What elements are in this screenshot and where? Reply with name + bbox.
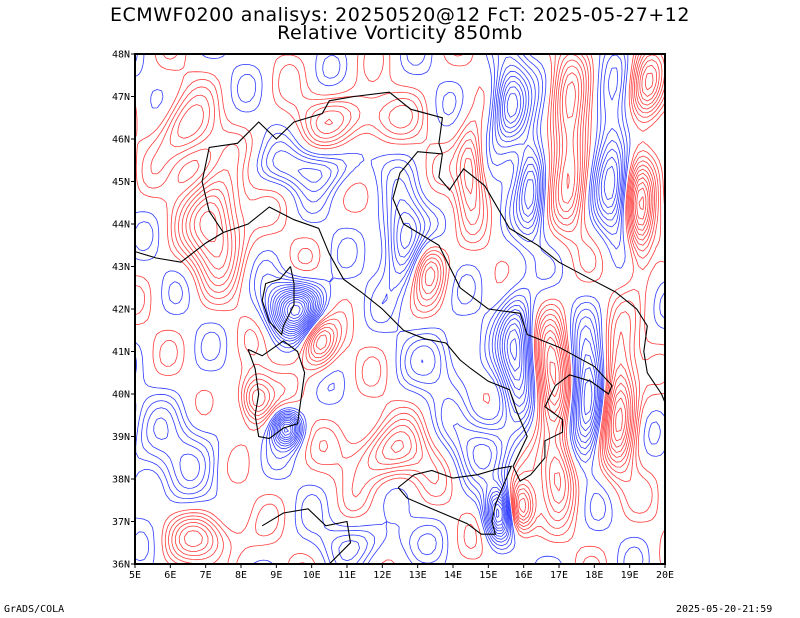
negative-vorticity-contour [284,299,306,322]
lon-tick-label: 17E [550,570,568,581]
lon-tick-label: 7E [200,570,212,581]
negative-vorticity-contour [274,81,616,532]
negative-vorticity-contour [135,54,665,564]
negative-vorticity-contour [282,297,500,518]
lat-tick-label: 48N [112,50,130,61]
lat-tick-label: 45N [112,177,130,188]
sardinia-coastline [247,340,306,440]
lon-tick-label: 15E [479,570,497,581]
africa-coastline [261,508,352,564]
latitude-axis: 36N 37N 38N 39N 40N 41N 42N 43N 44N 45N 46N 47N 48N [112,50,135,571]
lat-tick-label: 47N [112,92,130,103]
lat-tick-label: 39N [112,432,130,443]
lat-tick-label: 41N [112,347,130,358]
lat-tick-label: 46N [112,135,130,146]
negative-vorticity-contour [286,301,304,320]
italy-north-border [201,91,444,233]
lat-tick-label: 42N [112,305,130,316]
lat-tick-label: 37N [112,517,130,528]
positive-vorticity-contour [135,54,665,564]
positive-vorticity-contour [549,187,647,442]
negative-vorticity-contour [153,64,622,540]
lon-tick-label: 13E [409,570,427,581]
negative-vorticity-contour [146,56,624,562]
lat-tick-label: 40N [112,390,130,401]
negative-vorticity-contour [272,76,618,534]
vorticity-contours [135,54,665,564]
lat-tick-label: 36N [112,560,130,571]
corsica-coastline [261,266,295,336]
sicily-coastline [397,465,513,535]
positive-vorticity-contour [183,59,660,547]
longitude-axis: 5E 6E 7E 8E 9E 10E 11E 12E 13E 14E 15E 16E 17E 18E 19E… [129,564,674,581]
positive-vorticity-contour [174,54,665,556]
lon-tick-label: 11E [338,570,356,581]
chart-title: ECMWF0200 analisys: 20250520@12 FcT: 202… [110,4,690,26]
positive-vorticity-contour [135,54,665,564]
negative-vorticity-contour [141,54,626,564]
lon-tick-label: 6E [164,570,176,581]
italy-coastline [223,151,613,482]
negative-vorticity-contour [278,93,521,526]
generation-timestamp: 2025-05-20-21:59 [676,604,773,615]
lon-tick-label: 8E [235,570,247,581]
lon-tick-label: 14E [444,570,462,581]
positive-vorticity-contour [615,196,644,432]
chart-subtitle: Relative Vorticity 850mb [277,22,523,44]
lon-tick-label: 20E [656,570,674,581]
lat-tick-label: 38N [112,475,130,486]
positive-vorticity-contour [178,54,663,552]
lon-tick-label: 12E [373,570,391,581]
lon-tick-label: 19E [621,570,639,581]
balkan-coastline [438,153,665,403]
france-coastline [135,232,224,263]
coastlines-borders [135,91,665,564]
negative-vorticity-contour [280,295,518,523]
lat-tick-label: 43N [112,262,130,273]
software-credit: GrADS/COLA [4,604,65,615]
lon-tick-label: 18E [585,570,603,581]
negative-vorticity-contour [276,86,593,529]
positive-vorticity-contour [193,64,657,513]
lon-tick-label: 9E [270,570,282,581]
negative-vorticity-contour [135,54,665,564]
lon-tick-label: 5E [129,570,141,581]
positive-vorticity-contour [150,54,665,564]
positive-vorticity-contour [199,72,654,448]
lon-tick-label: 16E [515,570,533,581]
lat-tick-label: 44N [112,220,130,231]
lon-tick-label: 10E [303,570,321,581]
